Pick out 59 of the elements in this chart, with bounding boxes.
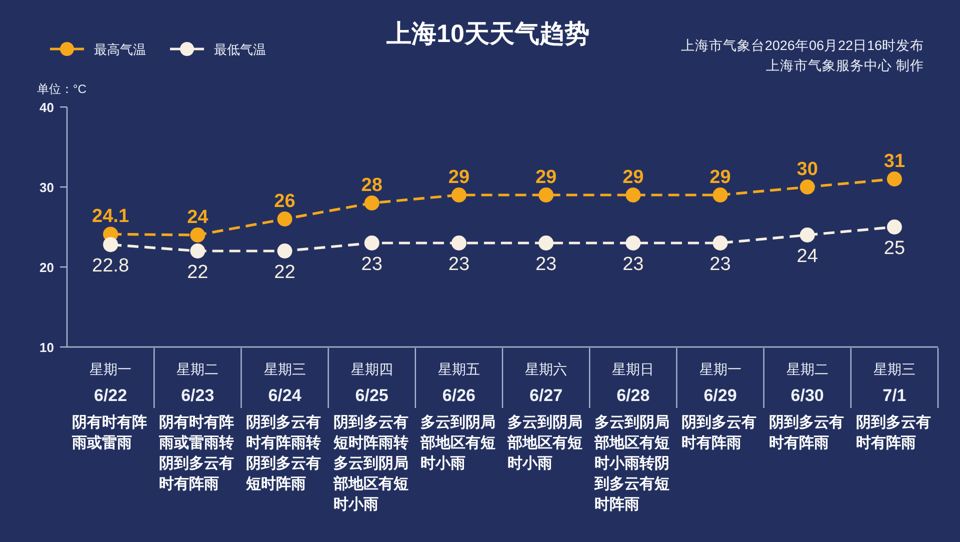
legend-label: 最低气温 [214,42,266,57]
x-tick-label: 星期二 6/30 阴到多云有时有阵雨 [768,361,844,452]
point [538,188,554,202]
y-axis-title: 单位：°C [37,82,87,96]
point [451,236,466,250]
data-label: 26 [274,191,296,212]
chart-title: 上海10天天气趋势 [386,20,590,48]
data-label: 23 [535,254,557,275]
point [886,172,902,186]
point [364,196,380,210]
point [886,220,902,234]
data-label: 23 [622,254,644,275]
data-label: 23 [361,254,382,275]
text: 上海市气象服务中心 制作 [766,58,924,73]
y-tick-label: 20 [40,260,54,275]
point [712,236,728,250]
data-label: 28 [361,175,382,196]
point [190,244,206,258]
data-label: 24 [187,207,209,228]
data-label: 31 [884,151,906,172]
data-label: 24.1 [92,206,130,228]
point [103,237,118,252]
data-label: 22.8 [92,256,130,277]
x-tick-label: 星期四 6/25 阴到多云有短时阵雨转多云到阴局部地区有短时小雨 [332,361,408,513]
point [538,236,554,250]
x-tick-label: 星期一 6/22 阴有时有阵雨或雷雨 [71,361,147,452]
data-label: 24 [796,246,818,267]
y-tick-label: 30 [40,180,54,195]
data-label: 29 [535,167,557,188]
x-tick-label: 星期五 6/26 多云到阴局部地区有短时小雨 [419,361,496,472]
x-tick-label: 星期三 7/1 阴到多云有时有阵雨 [856,361,931,452]
x-tick-label: 星期二 6/23 阴有时有阵雨或雷雨转阴到多云有时有阵雨 [158,361,234,492]
data-label: 22 [274,262,296,283]
data-label: 25 [884,238,906,259]
data-label: 23 [448,254,470,275]
point [364,236,380,250]
point [190,228,206,242]
x-tick-label: 星期六 6/27 多云到阴局部地区有短时小雨 [506,361,582,472]
point [626,236,641,250]
text: 上海市气象台2026年06月22日16时发布 [680,38,924,53]
data-label: 29 [622,167,644,188]
x-tick-label: 星期一 6/29 阴到多云有时有阵雨 [682,361,757,452]
point [800,180,815,194]
point [277,244,292,258]
data-label: 23 [710,254,731,275]
x-tick-label: 星期三 6/24 阴到多云有时有阵雨转阴到多云有短时阵雨 [245,361,322,492]
y-tick-label: 40 [40,100,54,115]
point [712,188,728,202]
point [626,188,641,202]
x-tick-label: 星期日 6/28 多云到阴局部地区有短时小雨转阴到多云有短时阵雨 [594,361,670,513]
point [277,212,292,226]
data-label: 29 [710,167,731,188]
point [800,228,815,242]
data-label: 29 [448,167,470,188]
data-label: 30 [796,159,818,180]
legend-label: 最高气温 [94,42,146,57]
y-tick-label: 10 [40,340,54,355]
point [451,188,466,202]
data-label: 22 [187,262,208,283]
